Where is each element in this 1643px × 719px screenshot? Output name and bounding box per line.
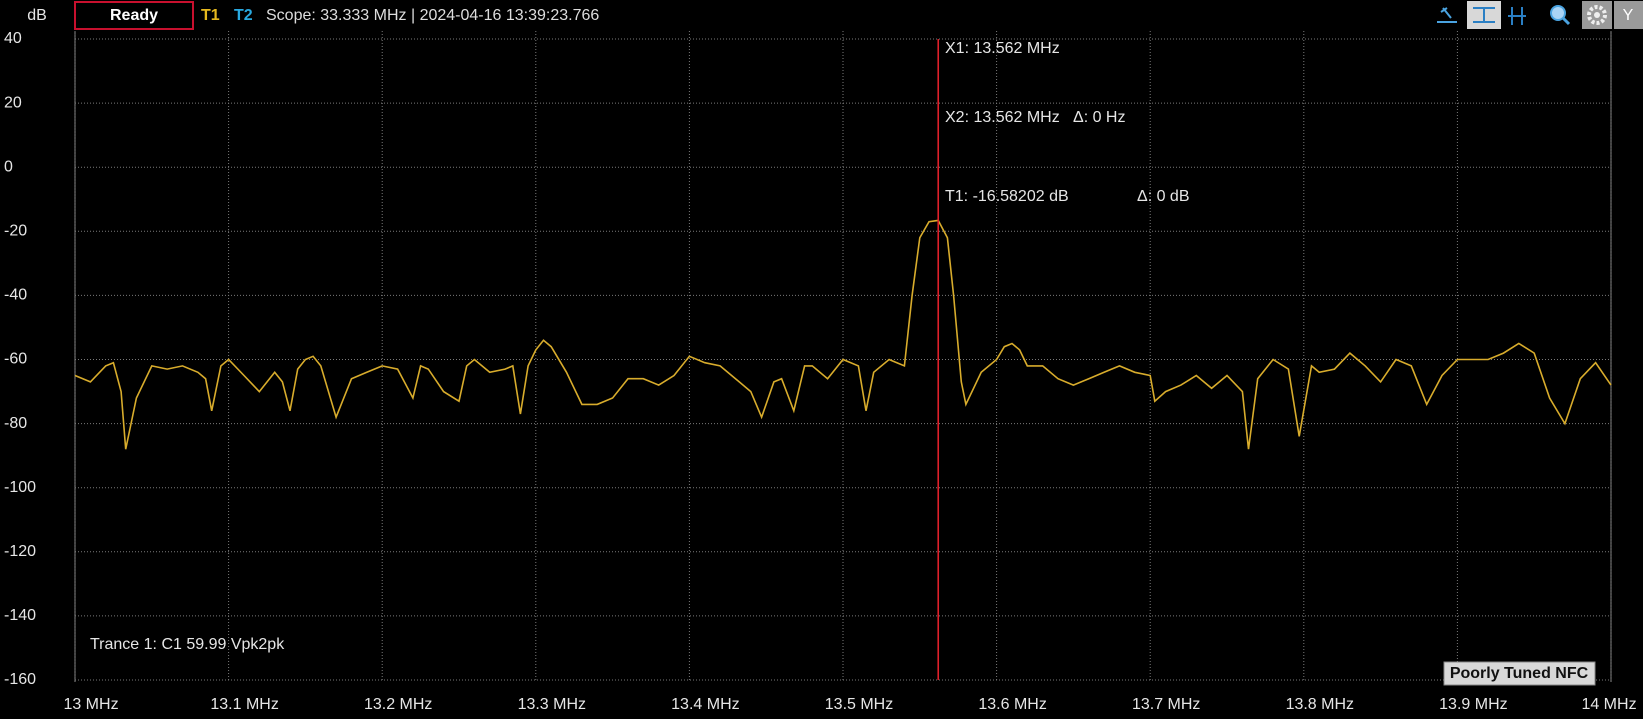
- annotation: T1: -16.58202 dB: [945, 188, 1069, 205]
- badge-box: [1443, 661, 1596, 686]
- x-tick-label: 14 MHz: [1581, 696, 1636, 713]
- y-tick-label: 20: [4, 94, 22, 111]
- x-tick-label: 13.7 MHz: [1132, 696, 1200, 713]
- scope-info: Scope: 33.333 MHz | 2024-04-16 13:39:23.…: [266, 7, 599, 24]
- vertical-marker-tool[interactable]: [1508, 7, 1526, 25]
- settings[interactable]: [1582, 1, 1612, 29]
- y-tick-label: -60: [4, 351, 27, 368]
- annotation: Δ: 0 Hz: [1073, 109, 1125, 126]
- y-tick-label: 40: [4, 30, 22, 47]
- y-tick-label: -100: [4, 479, 36, 496]
- y-tick-label: -160: [4, 671, 36, 688]
- x-tick-label: 13.8 MHz: [1286, 696, 1354, 713]
- y-tick-label: -20: [4, 223, 27, 240]
- y-button-bg[interactable]: [1614, 1, 1643, 29]
- trace1-toggle[interactable]: T1: [201, 7, 220, 24]
- trace2-toggle[interactable]: T2: [234, 7, 253, 24]
- horizontal-marker-tool[interactable]: [1467, 1, 1501, 29]
- x-tick-label: 13 MHz: [63, 696, 118, 713]
- annotation: X1: 13.562 MHz: [945, 40, 1060, 57]
- x-tick-label: 13.2 MHz: [364, 696, 432, 713]
- annotation: X2: 13.562 MHz: [945, 109, 1060, 126]
- x-tick-label: 13.5 MHz: [825, 696, 893, 713]
- annotation: Trance 1: C1 59.99 Vpk2pk: [90, 636, 285, 653]
- annotation: Δ: 0 dB: [1137, 188, 1190, 205]
- y-tick-label: -40: [4, 287, 27, 304]
- y-tick-label: -140: [4, 607, 36, 624]
- y-tick-label: -80: [4, 415, 27, 432]
- x-tick-label: 13.1 MHz: [210, 696, 278, 713]
- trace: [74, 219, 1612, 450]
- x-tick-label: 13.4 MHz: [671, 696, 739, 713]
- y-tick-label: 0: [4, 158, 13, 175]
- x-tick-label: 13.6 MHz: [978, 696, 1046, 713]
- zoom-tool[interactable]: [1550, 5, 1571, 26]
- cursor-tool[interactable]: [1437, 7, 1457, 23]
- badge: Poorly Tuned NFC: [1450, 665, 1589, 682]
- status-box[interactable]: [74, 1, 194, 30]
- toolbar: dB Ready T1 T2 Scope: 33.333 MHz | 2024-…: [27, 1, 1643, 30]
- status: Ready: [110, 7, 158, 24]
- y-axis-label: dB: [27, 7, 47, 24]
- x-tick-label: 13.9 MHz: [1439, 696, 1507, 713]
- y-button[interactable]: Y: [1623, 7, 1634, 24]
- y-tick-label: -120: [4, 543, 36, 560]
- x-tick-label: 13.3 MHz: [518, 696, 586, 713]
